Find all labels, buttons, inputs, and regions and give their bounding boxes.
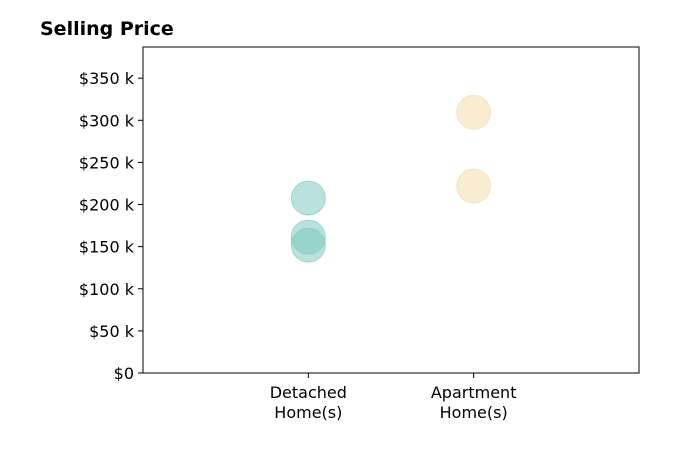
point bbox=[290, 180, 326, 216]
x-tick-label-line: Home(s) bbox=[440, 403, 508, 422]
y-tick-label: $300 k bbox=[79, 111, 135, 130]
point bbox=[456, 168, 492, 204]
y-tick-label: $0 bbox=[114, 364, 134, 383]
y-tick-label: $200 k bbox=[79, 196, 135, 215]
point bbox=[456, 94, 492, 130]
y-tick-label: $100 k bbox=[79, 280, 135, 299]
y-tick-label: $350 k bbox=[79, 69, 135, 88]
y-tick-label: $50 k bbox=[89, 322, 135, 341]
x-tick-label-line: Apartment bbox=[431, 383, 517, 402]
chart-title: Selling Price bbox=[40, 18, 174, 40]
x-tick-label: Apartment Home(s) bbox=[431, 383, 517, 422]
y-tick-label: $150 k bbox=[79, 238, 135, 257]
point bbox=[290, 227, 326, 263]
plot-frame bbox=[142, 46, 640, 374]
y-tick-label: $250 k bbox=[79, 153, 135, 172]
x-tick-label: Detached Home(s) bbox=[270, 383, 347, 422]
x-tick-label-line: Home(s) bbox=[274, 403, 342, 422]
x-tick-label-line: Detached bbox=[270, 383, 347, 402]
